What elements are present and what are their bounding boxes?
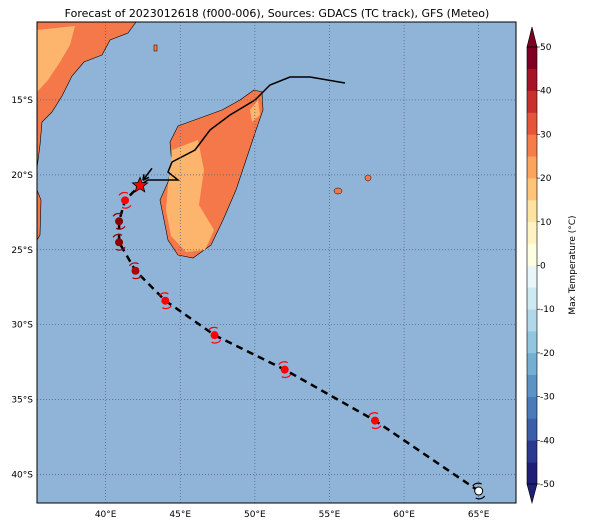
- colorbar-tick-label: 40: [540, 87, 552, 97]
- africa-south: [37, 189, 42, 241]
- colorbar-tick-label: -10: [540, 305, 555, 315]
- colorbar-segment: [527, 309, 537, 332]
- map-frame: [36, 21, 517, 504]
- storm-swirl: [112, 212, 126, 230]
- storm-marker: [370, 416, 379, 425]
- colorbar-tick-label: 30: [540, 130, 552, 140]
- storm-marker: [210, 331, 219, 340]
- ocean: [37, 22, 516, 503]
- colorbar-segment: [527, 221, 537, 244]
- colorbar-segment: [527, 418, 537, 441]
- mauritius: [364, 174, 372, 182]
- colorbar-extend-top: [526, 26, 538, 48]
- colorbar-segment: [527, 374, 537, 397]
- colorbar-segment: [527, 265, 537, 288]
- x-tick-label: 60°E: [393, 510, 415, 520]
- storm-swirl: [158, 292, 172, 310]
- y-tick-label: 20°S: [11, 171, 33, 181]
- africa-highland: [37, 26, 75, 92]
- forecast-track: [117, 184, 480, 493]
- storm-marker: [474, 486, 484, 496]
- past-track: [139, 76, 346, 186]
- motion-arrow: [142, 167, 153, 182]
- colorbar-segment: [527, 352, 537, 376]
- colorbar-segment: [527, 199, 537, 223]
- colorbar-segment: [527, 440, 537, 463]
- colorbar-tick-label: -30: [540, 393, 555, 403]
- storm-swirl: [278, 361, 292, 379]
- reunion: [333, 187, 343, 195]
- storm-marker: [280, 365, 289, 374]
- storm-swirl: [472, 482, 486, 500]
- current-position: [131, 176, 149, 193]
- colorbar-segment: [527, 134, 537, 157]
- storm-marker: [131, 266, 140, 275]
- colorbar-segment: [527, 462, 537, 485]
- storm-swirl: [368, 412, 382, 430]
- comoros: [153, 44, 158, 52]
- colorbar-segment: [527, 287, 537, 310]
- colorbar-tick-label: 20: [540, 174, 552, 184]
- x-tick-label: 50°E: [244, 510, 266, 520]
- colorbar-segment: [527, 331, 537, 354]
- colorbar-tick-label: 0: [540, 262, 546, 272]
- colorbar-segment: [527, 396, 537, 419]
- storm-marker: [121, 196, 130, 205]
- colorbar-segment: [527, 47, 537, 70]
- storm-marker: [115, 217, 124, 226]
- storm-swirl: [112, 233, 126, 251]
- colorbar-segment: [527, 68, 537, 91]
- y-tick-label: 25°S: [11, 246, 33, 256]
- colorbar-segment: [527, 90, 537, 113]
- y-tick-label: 35°S: [11, 396, 33, 406]
- storm-swirl: [129, 262, 142, 280]
- colorbar-segment: [527, 156, 537, 179]
- x-tick-label: 65°E: [468, 510, 490, 520]
- madagascar-ne: [250, 100, 260, 122]
- colorbar-tick-label: -40: [540, 436, 555, 446]
- y-tick-label: 30°S: [11, 321, 33, 331]
- colorbar-tick-label: -50: [540, 480, 555, 490]
- y-tick-label: 15°S: [11, 96, 33, 106]
- map-area: [37, 22, 516, 503]
- colorbar-segment: [527, 178, 537, 201]
- title: Forecast of 2023012618 (f000-006), Sourc…: [65, 7, 490, 20]
- x-tick-label: 40°E: [95, 510, 117, 520]
- colorbar-segment: [527, 243, 537, 266]
- storm-marker: [161, 296, 170, 305]
- colorbar-tick-label: 10: [540, 218, 552, 228]
- colorbar-extend-bottom: [526, 483, 538, 505]
- x-tick-label: 45°E: [169, 510, 191, 520]
- storm-swirl: [208, 326, 222, 344]
- colorbar-segment: [527, 112, 537, 135]
- madagascar-lowland: [166, 140, 214, 252]
- storm-marker: [115, 238, 124, 247]
- colorbar-tick-label: -20: [540, 349, 555, 359]
- y-tick-label: 40°S: [11, 471, 33, 481]
- x-tick-label: 55°E: [319, 510, 341, 520]
- colorbar-label: Max Temperature (°C): [568, 215, 578, 314]
- storm-swirl: [118, 191, 132, 209]
- colorbar-tick-label: 50: [540, 43, 552, 53]
